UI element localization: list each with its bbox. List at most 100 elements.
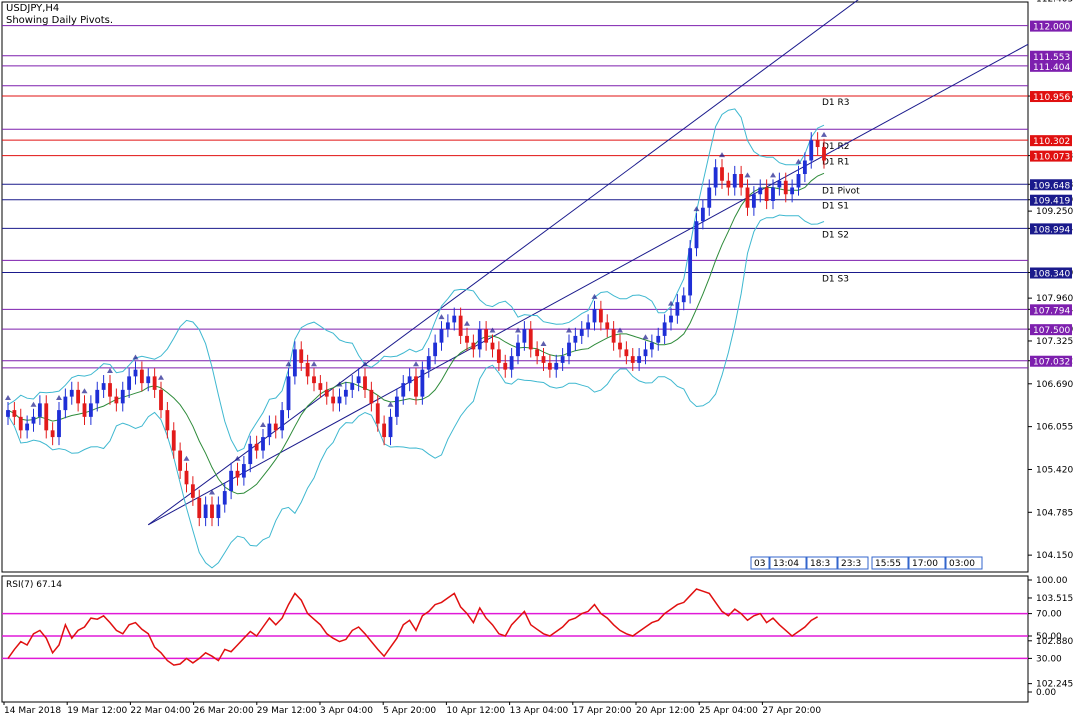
candle-body — [241, 464, 246, 478]
fractal-marker — [56, 395, 62, 401]
rsi-y-tick-label: 30.00 — [1036, 654, 1062, 664]
pivot-label: D1 R2 — [822, 142, 850, 152]
candle-body — [541, 356, 546, 363]
candle-body — [114, 396, 119, 404]
time-box-label: 03:00 — [949, 559, 975, 569]
candle-body — [280, 410, 285, 431]
candle-body — [567, 342, 571, 357]
rsi-y-tick-label: 50.00 — [1036, 632, 1062, 642]
price-badge-text: 111.553 — [1033, 53, 1070, 63]
price-badge — [1030, 179, 1072, 191]
y-tick-label: 112.405 — [1036, 0, 1073, 4]
candle-body — [675, 302, 680, 316]
candle-body — [190, 484, 195, 498]
candle-body — [681, 295, 686, 303]
rsi-y-tick-label: 0.00 — [1036, 688, 1056, 698]
fractal-marker — [591, 293, 598, 299]
candle-body — [88, 403, 93, 417]
candle-body — [528, 329, 533, 350]
candle-body — [108, 383, 112, 397]
price-badge-text: 107.032 — [1033, 358, 1070, 368]
candle-body — [25, 423, 30, 431]
chart-subtitle: Showing Daily Pivots. — [6, 15, 114, 26]
price-badge-text: 107.794 — [1033, 306, 1070, 316]
price-badge-text: 110.073 — [1033, 153, 1070, 163]
candle-body — [605, 322, 610, 330]
candle-body — [771, 187, 775, 201]
price-badge — [1030, 20, 1072, 32]
fractal-marker — [668, 300, 674, 306]
candle-body — [815, 140, 820, 148]
time-box — [837, 556, 869, 570]
candle-body — [254, 443, 259, 451]
pivot-label: D1 S3 — [822, 274, 849, 284]
candle-body — [439, 329, 444, 343]
price-badge-text: 108.340 — [1033, 269, 1070, 279]
y-tick-label: 104.785 — [1036, 508, 1073, 518]
candle-body — [802, 160, 807, 175]
x-tick-label: 29 Mar 12:00 — [257, 706, 317, 716]
y-tick-label: 102.880 — [1036, 637, 1073, 647]
fractal-marker — [209, 489, 215, 495]
price-badge-text: 112.000 — [1033, 23, 1070, 33]
candle-body — [350, 383, 355, 390]
candle-body — [95, 389, 100, 404]
rsi-y-tick-label: 100.00 — [1036, 576, 1068, 586]
fractal-marker — [693, 206, 700, 212]
candle-body — [50, 430, 55, 438]
y-tick-label: 106.055 — [1036, 423, 1073, 433]
candle-body — [229, 470, 234, 492]
fractal-marker — [438, 314, 445, 320]
candle-body — [343, 389, 348, 397]
fractal-marker — [311, 361, 317, 367]
pivot-label: D1 Pivot — [822, 186, 860, 196]
fractal-marker — [387, 401, 394, 407]
candle-body — [101, 383, 106, 390]
price-badge-text: 109.419 — [1033, 197, 1070, 207]
chart-symbol: USDJPY,H4 — [6, 3, 60, 14]
time-box-label: 03 — [754, 559, 765, 569]
y-tick-label: 102.245 — [1036, 680, 1073, 690]
candle-body — [732, 174, 737, 188]
candle-body — [324, 389, 329, 397]
candle-body — [305, 362, 310, 377]
candle-body — [777, 180, 782, 188]
fractal-marker — [260, 421, 266, 427]
candle-body — [235, 470, 240, 478]
fractal-marker — [464, 320, 470, 326]
candle-body — [57, 410, 61, 438]
candle-body — [146, 376, 151, 384]
candle-body — [477, 329, 482, 350]
candle-body — [261, 437, 265, 451]
candle-body — [382, 423, 387, 438]
x-tick-label: 13 Apr 04:00 — [510, 706, 569, 716]
candle-body — [509, 356, 514, 370]
candle-body — [433, 342, 438, 357]
price-badge — [1030, 267, 1072, 279]
candle-body — [388, 416, 393, 438]
x-tick-label: 14 Mar 2018 — [4, 706, 61, 716]
candle-body — [178, 450, 183, 471]
candle-body — [356, 376, 361, 384]
candle-body — [318, 383, 323, 390]
fractal-marker — [234, 455, 241, 461]
fractal-marker — [107, 368, 113, 374]
fractal-marker — [821, 131, 827, 137]
candle-body — [6, 410, 10, 417]
time-box — [871, 556, 909, 570]
candle-body — [547, 362, 552, 370]
candle-body — [822, 147, 826, 161]
candle-body — [152, 376, 157, 390]
candle-body — [407, 376, 412, 384]
candle-body — [216, 504, 221, 519]
candle-body — [465, 335, 469, 343]
candle-body — [69, 389, 74, 397]
candle-body — [598, 308, 603, 323]
x-tick-label: 17 Apr 20:00 — [573, 706, 632, 716]
price-badge — [1030, 304, 1072, 316]
candle-body — [579, 329, 584, 336]
candle-body — [37, 403, 42, 417]
fractal-marker — [795, 158, 802, 164]
